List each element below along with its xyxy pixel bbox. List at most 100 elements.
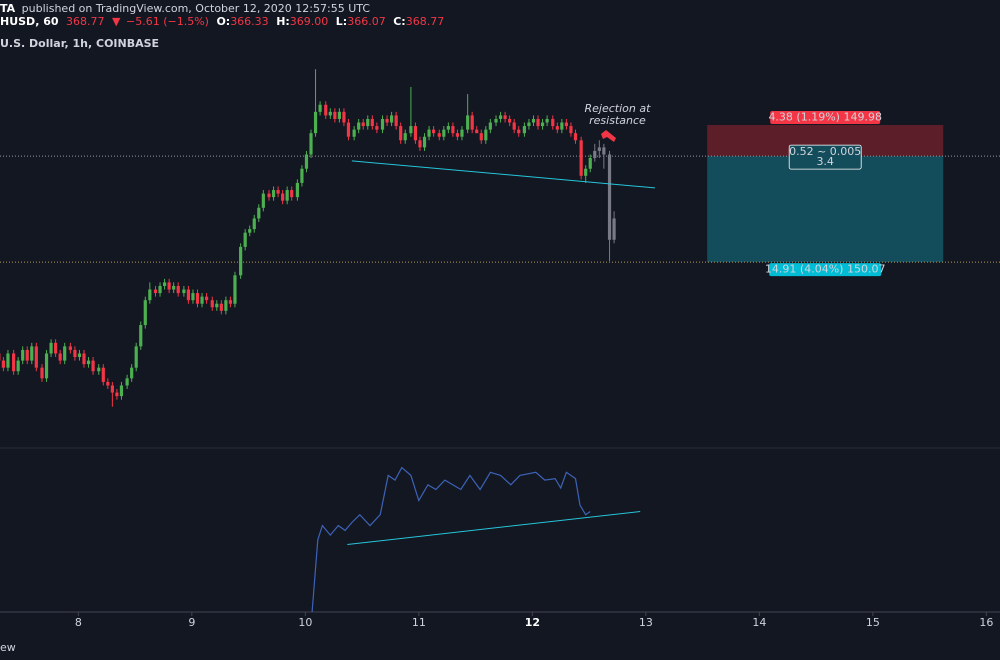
candle-body <box>153 289 158 294</box>
candle-body <box>337 111 341 119</box>
candle-body <box>366 118 370 127</box>
candle-body <box>21 349 25 361</box>
candle-body <box>470 115 474 130</box>
candle-body <box>257 207 261 219</box>
candle-body <box>267 193 271 198</box>
target-zone <box>707 156 944 263</box>
candle-body <box>328 111 332 116</box>
ohlc-label: C: <box>393 15 405 28</box>
candle-body <box>579 140 583 176</box>
candle-body <box>455 133 460 137</box>
candle-body <box>68 346 72 350</box>
candle-body <box>494 118 498 123</box>
candle-body <box>333 111 337 119</box>
candle-body <box>346 122 351 137</box>
mid-label: 0.52 ~ 0.005 <box>789 145 861 158</box>
candle-body <box>555 126 559 130</box>
candle-body <box>342 111 346 123</box>
candle-body <box>186 289 191 301</box>
candle-body <box>602 147 606 155</box>
change-arrow: ▼ <box>112 15 121 28</box>
candle-body <box>597 147 601 151</box>
ohlc-label: O: <box>216 15 230 28</box>
candle-body <box>380 118 385 130</box>
mid-label: 3.4 <box>816 155 834 168</box>
x-tick-label: 16 <box>979 616 993 629</box>
candle-body <box>82 353 86 365</box>
candle-body <box>77 353 82 358</box>
candle-body <box>110 385 114 393</box>
candle-body <box>143 300 147 326</box>
candle-body <box>588 158 592 169</box>
candle-body <box>204 296 209 301</box>
candle-body <box>551 118 555 127</box>
candle-body <box>422 136 427 148</box>
x-tick-label: 8 <box>75 616 82 629</box>
x-tick-label: 11 <box>412 616 426 629</box>
candle-body <box>584 168 588 176</box>
candle-body <box>172 285 176 290</box>
candle-body <box>119 385 124 397</box>
candle-body <box>437 133 441 137</box>
change: −5.61 (−1.5%) <box>126 15 209 28</box>
candle-body <box>115 392 119 397</box>
annotation: Rejection at <box>585 102 652 115</box>
candle-body <box>564 122 569 127</box>
x-tick-label: 10 <box>298 616 312 629</box>
x-tick-label: 12 <box>525 616 540 629</box>
candle-body <box>370 118 374 127</box>
candle-body <box>304 154 309 169</box>
candle-body <box>86 360 91 365</box>
candle-body <box>488 122 492 130</box>
candle-body <box>607 154 612 240</box>
candle-body <box>148 289 152 301</box>
candle-body <box>30 346 34 361</box>
arrow-icon <box>601 130 616 142</box>
candle-body <box>219 303 223 311</box>
publish-line: TA published on TradingView.com, October… <box>0 2 370 15</box>
candle-body <box>54 342 58 354</box>
candle-body <box>300 168 304 183</box>
candle-body <box>106 381 110 386</box>
candle-body <box>403 133 407 141</box>
ohlc-value: 366.07 <box>347 15 386 28</box>
candle-body <box>442 129 446 137</box>
candle-body <box>281 193 285 201</box>
candle-body <box>49 342 53 354</box>
candle-body <box>6 353 10 368</box>
mid-label-box <box>788 144 862 170</box>
candle-body <box>63 346 67 361</box>
candle-body <box>466 115 470 130</box>
candle-body <box>97 367 101 372</box>
candle-body <box>413 126 418 141</box>
footer: ew <box>0 641 16 654</box>
candle-body <box>531 118 536 123</box>
ohlc-label: H: <box>276 15 290 28</box>
x-tick-label: 9 <box>188 616 195 629</box>
stop-label-box <box>770 111 881 125</box>
candle-body <box>409 126 413 134</box>
candle-body <box>40 367 44 379</box>
candle-body <box>536 118 540 127</box>
candle-body <box>484 129 488 141</box>
candle-body <box>612 218 616 240</box>
candle-body <box>12 353 16 372</box>
candle-body <box>357 122 361 130</box>
candle-body <box>162 282 167 286</box>
candle-body <box>427 129 431 137</box>
candle-body <box>295 182 299 198</box>
candle-body <box>44 353 49 379</box>
oscillator-line <box>311 466 591 613</box>
candle-body <box>318 104 322 112</box>
candle-body <box>309 133 313 155</box>
candle-body <box>261 193 265 208</box>
x-tick-label: 14 <box>752 616 766 629</box>
candle-body <box>276 190 280 194</box>
ohlc-value: 368.77 <box>406 15 445 28</box>
candle-body <box>390 115 394 123</box>
published: published on TradingView.com, October 12… <box>22 2 371 15</box>
candle-body <box>167 282 171 290</box>
target-label-box <box>769 263 882 277</box>
author: TA <box>0 2 16 15</box>
